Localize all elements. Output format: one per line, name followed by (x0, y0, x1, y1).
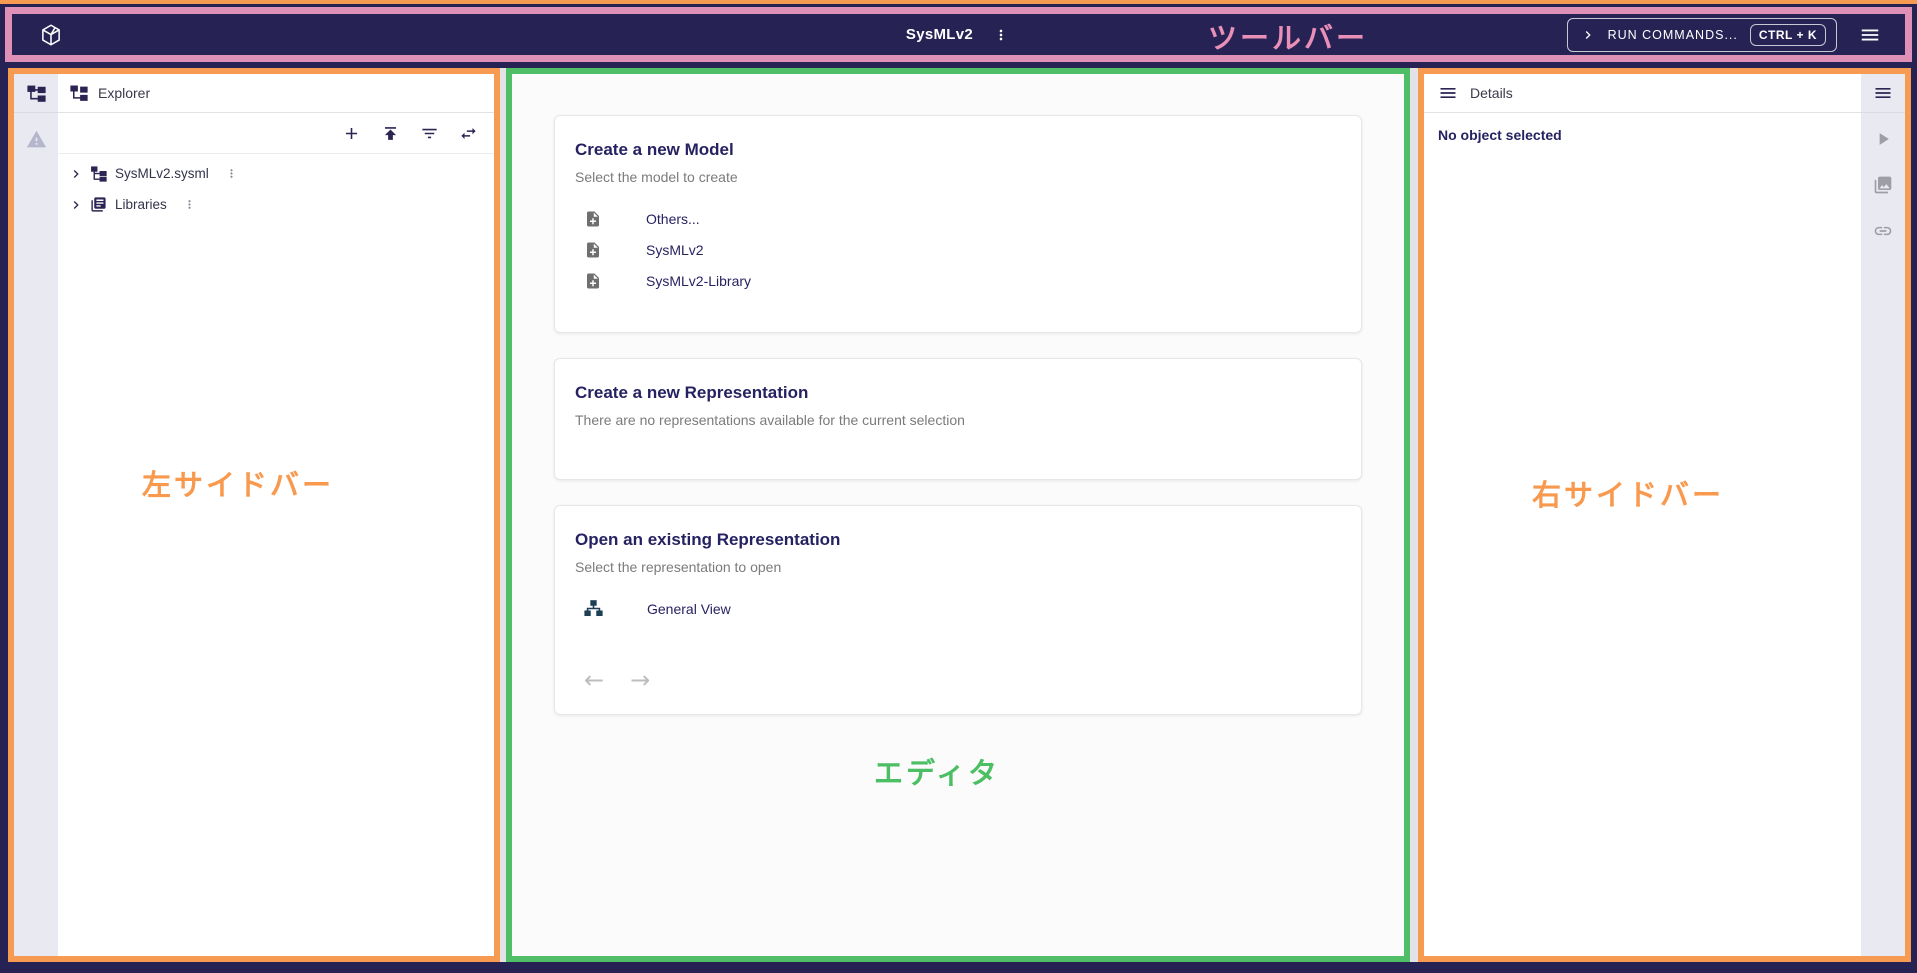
tree-item-kebab-icon[interactable] (225, 167, 238, 180)
editor-area: Create a new Model Select the model to c… (512, 74, 1404, 956)
libraries-icon (90, 196, 107, 213)
swap-synchronize-icon[interactable] (457, 122, 480, 145)
model-option-label: SysMLv2 (646, 241, 704, 258)
app-toolbar: SysMLv2 RUN COMMANDS... CTRL + K (12, 14, 1905, 55)
right-sidebar: Details No object selected (1424, 74, 1905, 956)
run-commands-label: RUN COMMANDS... (1607, 27, 1738, 42)
project-title: SysMLv2 (905, 26, 974, 43)
details-hamburger-icon[interactable] (1436, 81, 1460, 105)
explorer-title: Explorer (98, 85, 151, 101)
card-title: Create a new Representation (575, 383, 809, 402)
image-library-icon[interactable] (1873, 175, 1893, 195)
link-icon[interactable] (1873, 221, 1893, 241)
open-representation-card: Open an existing Representation Select t… (554, 505, 1362, 715)
explorer-tree: SysMLv2.sysml Libraries (58, 154, 494, 220)
chevron-right-icon (1580, 27, 1596, 43)
details-title: Details (1470, 85, 1513, 101)
tree-item-label: Libraries (115, 197, 167, 212)
model-option-sysmlv2-library[interactable]: SysMLv2-Library (575, 265, 1341, 296)
explorer-tree-icon[interactable] (26, 84, 46, 103)
model-option-label: Others... (646, 210, 700, 227)
tree-item-label: SysMLv2.sysml (115, 166, 209, 181)
diagram-tree-icon (584, 599, 603, 618)
play-icon[interactable] (1873, 129, 1893, 149)
add-document-icon[interactable] (340, 122, 363, 145)
no-object-selected-message: No object selected (1438, 127, 1562, 143)
details-panel: Details No object selected (1424, 74, 1861, 956)
upload-document-icon[interactable] (379, 122, 402, 145)
left-sidebar: Explorer (14, 74, 494, 956)
model-option-sysmlv2[interactable]: SysMLv2 (575, 234, 1341, 265)
note-add-icon (584, 241, 602, 259)
expand-chevron-icon[interactable] (68, 197, 84, 213)
left-icon-rail (14, 74, 58, 956)
card-title: Open an existing Representation (575, 530, 841, 549)
filter-list-icon[interactable] (418, 122, 441, 145)
card-title: Create a new Model (575, 140, 734, 159)
card-subtitle: Select the representation to open (575, 559, 782, 575)
note-add-icon (584, 272, 602, 290)
explorer-header-tree-icon (70, 84, 88, 102)
model-option-others[interactable]: Others... (575, 203, 1341, 234)
annotation-top-line (0, 0, 1917, 4)
pager-next-arrow-icon[interactable]: → (630, 666, 651, 694)
create-model-card: Create a new Model Select the model to c… (554, 115, 1362, 333)
representation-label: General View (647, 600, 731, 617)
validation-warning-icon[interactable] (26, 129, 47, 150)
run-commands-button[interactable]: RUN COMMANDS... CTRL + K (1566, 17, 1837, 52)
explorer-panel: Explorer (58, 74, 494, 956)
expand-chevron-icon[interactable] (68, 166, 84, 182)
right-icon-rail (1861, 74, 1905, 956)
document-tree-icon (90, 165, 107, 182)
main-menu-hamburger-icon[interactable] (1859, 24, 1881, 46)
tree-item-kebab-icon[interactable] (183, 198, 196, 211)
shortcut-badge: CTRL + K (1749, 23, 1826, 46)
project-menu-kebab-icon[interactable] (991, 25, 1011, 45)
note-add-icon (584, 210, 602, 228)
representation-pager: ← → (584, 668, 650, 692)
explorer-toolbar (58, 113, 494, 154)
card-subtitle: Select the model to create (575, 169, 738, 185)
details-rail-hamburger-icon[interactable] (1873, 83, 1893, 103)
card-subtitle: There are no representations available f… (575, 412, 965, 428)
app-logo-icon[interactable] (38, 22, 64, 48)
tree-item-libraries[interactable]: Libraries (58, 189, 494, 220)
model-option-label: SysMLv2-Library (646, 272, 752, 289)
tree-item-sysmlv2-sysml[interactable]: SysMLv2.sysml (58, 158, 494, 189)
representation-general-view[interactable]: General View (575, 593, 1341, 624)
create-representation-card: Create a new Representation There are no… (554, 358, 1362, 480)
pager-previous-arrow-icon[interactable]: ← (584, 666, 605, 694)
